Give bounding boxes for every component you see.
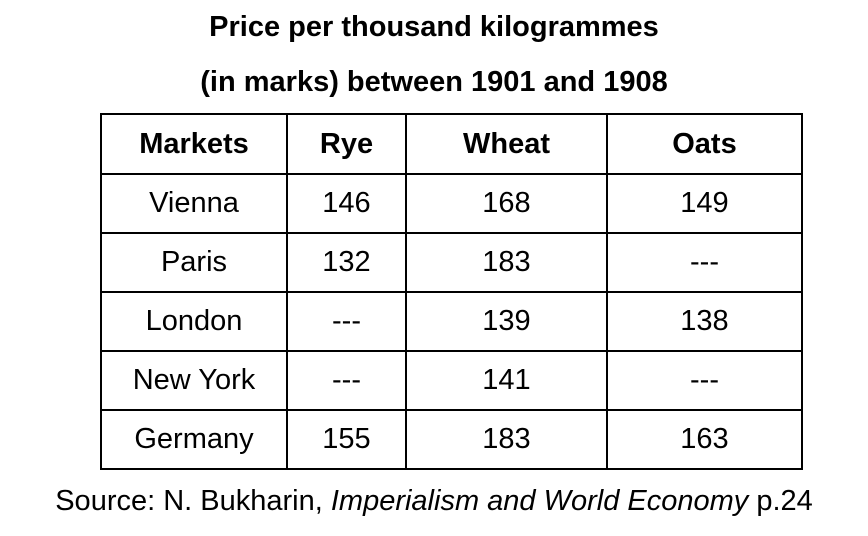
chart-title-line-2: (in marks) between 1901 and 1908 (200, 66, 668, 98)
column-header-oats: Oats (606, 113, 803, 175)
wheat-cell: 139 (405, 291, 608, 352)
rye-cell: 155 (286, 409, 407, 470)
source-work-title: Imperialism and World Economy (330, 485, 749, 517)
source-prefix: Source: N. Bukharin, (55, 485, 331, 517)
source-page: p.24 (748, 485, 813, 517)
rye-cell: --- (286, 291, 407, 352)
wheat-cell: 183 (405, 409, 608, 470)
source-note: Source: N. Bukharin, Imperialism and Wor… (0, 483, 868, 519)
rye-cell: --- (286, 350, 407, 411)
table-row: Germany 155 183 163 (100, 409, 803, 470)
wheat-cell: 183 (405, 232, 608, 293)
market-cell: New York (100, 350, 288, 411)
price-table: Markets Rye Wheat Oats Vienna 146 168 14… (100, 113, 803, 470)
table-row: Paris 132 183 --- (100, 232, 803, 293)
rye-cell: 132 (286, 232, 407, 293)
market-cell: Paris (100, 232, 288, 293)
table-header-row: Markets Rye Wheat Oats (100, 113, 803, 175)
chart-title-line-1: Price per thousand kilogrammes (209, 11, 659, 43)
oats-cell: --- (606, 350, 803, 411)
column-header-rye: Rye (286, 113, 407, 175)
oats-cell: 138 (606, 291, 803, 352)
wheat-cell: 141 (405, 350, 608, 411)
market-cell: London (100, 291, 288, 352)
wheat-cell: 168 (405, 173, 608, 234)
table-row: New York --- 141 --- (100, 350, 803, 411)
market-cell: Germany (100, 409, 288, 470)
table-row: London --- 139 138 (100, 291, 803, 352)
oats-cell: 149 (606, 173, 803, 234)
market-cell: Vienna (100, 173, 288, 234)
oats-cell: 163 (606, 409, 803, 470)
column-header-wheat: Wheat (405, 113, 608, 175)
table-row: Vienna 146 168 149 (100, 173, 803, 234)
oats-cell: --- (606, 232, 803, 293)
column-header-markets: Markets (100, 113, 288, 175)
rye-cell: 146 (286, 173, 407, 234)
